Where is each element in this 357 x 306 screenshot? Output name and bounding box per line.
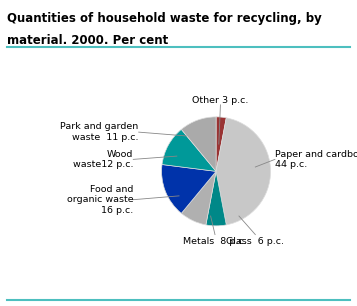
- Wedge shape: [181, 171, 216, 225]
- Text: material. 2000. Per cent: material. 2000. Per cent: [7, 34, 169, 47]
- Wedge shape: [181, 117, 216, 171]
- Text: Park and garden
waste  11 p.c.: Park and garden waste 11 p.c.: [60, 122, 139, 142]
- Text: Other 3 p.c.: Other 3 p.c.: [192, 96, 248, 105]
- Wedge shape: [216, 117, 226, 171]
- Text: Paper and cardboard
44 p.c.: Paper and cardboard 44 p.c.: [275, 150, 357, 169]
- Wedge shape: [162, 165, 216, 213]
- Text: Food and
organic waste
16 p.c.: Food and organic waste 16 p.c.: [67, 185, 133, 215]
- Text: Glass  6 p.c.: Glass 6 p.c.: [226, 237, 284, 246]
- Wedge shape: [216, 118, 271, 225]
- Text: Wood
waste12 p.c.: Wood waste12 p.c.: [73, 150, 133, 169]
- Text: Quantities of household waste for recycling, by: Quantities of household waste for recycl…: [7, 12, 322, 25]
- Wedge shape: [162, 129, 216, 171]
- Wedge shape: [206, 171, 226, 226]
- Text: Metals  8 p.c.: Metals 8 p.c.: [183, 237, 247, 246]
